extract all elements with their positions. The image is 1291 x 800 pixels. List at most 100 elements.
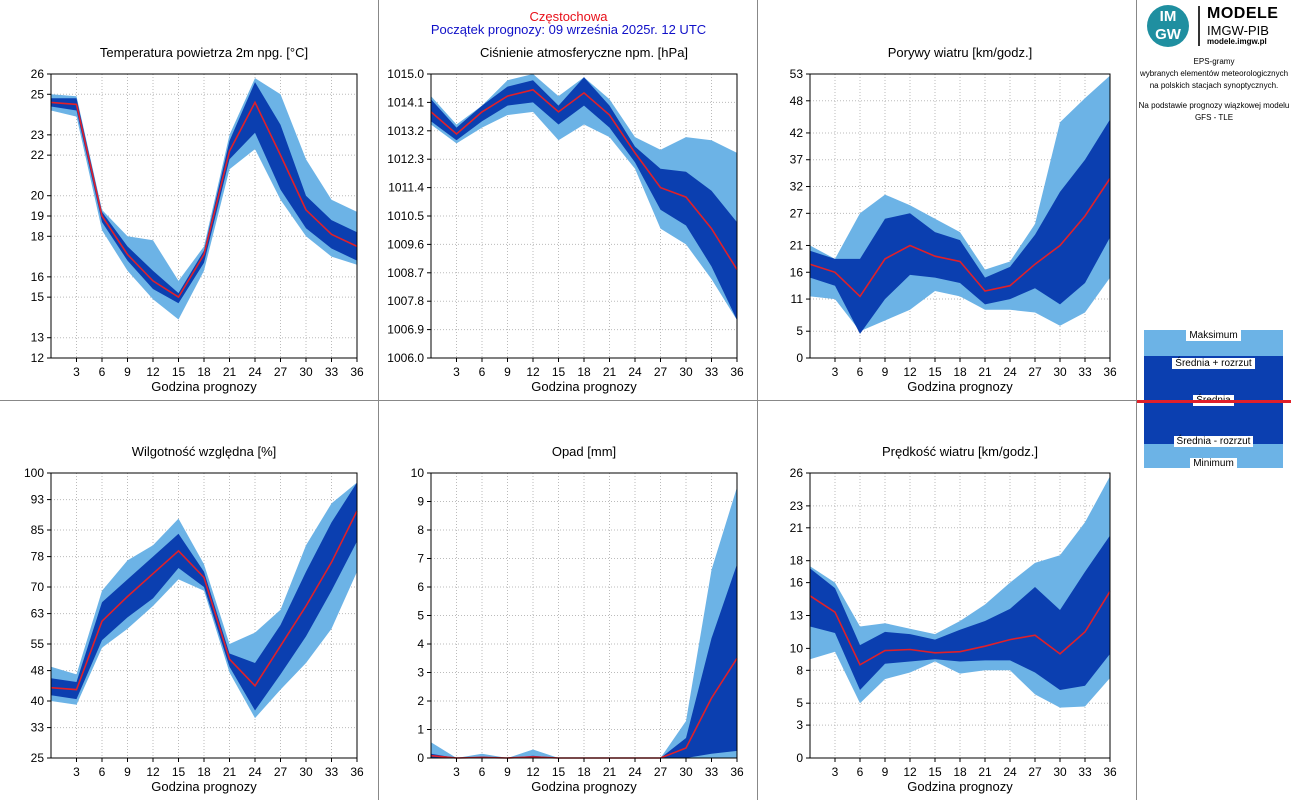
mean-line <box>809 178 1111 298</box>
y-tick-label: 1006.0 <box>387 351 424 365</box>
y-tick-label: 6 <box>417 580 424 594</box>
y-tick-label: 20 <box>31 189 45 203</box>
y-tick-label: 1012.3 <box>387 152 424 166</box>
x-tick-label: 27 <box>274 765 288 779</box>
x-tick-label: 21 <box>978 765 992 779</box>
x-tick-label: 6 <box>857 365 864 379</box>
x-tick-label: 18 <box>197 365 211 379</box>
y-tick-label: 26 <box>31 67 45 81</box>
y-tick-label: 7 <box>417 552 424 566</box>
x-tick-label: 9 <box>882 365 889 379</box>
y-tick-label: 19 <box>31 209 45 223</box>
y-tick-label: 21 <box>790 521 804 535</box>
y-tick-label: 21 <box>790 238 804 252</box>
x-tick-label: 15 <box>552 765 566 779</box>
y-tick-label: 1015.0 <box>387 67 424 81</box>
y-tick-label: 1014.1 <box>387 95 424 109</box>
x-tick-label: 30 <box>679 765 693 779</box>
y-tick-label: 78 <box>31 550 45 564</box>
x-tick-label: 6 <box>99 765 106 779</box>
y-tick-label: 9 <box>417 495 424 509</box>
y-tick-label: 100 <box>24 466 44 480</box>
legend-max: Maksimum <box>1186 330 1241 341</box>
chart-panel-2: Porywy wiatru [km/godz.]3 6 9 12 15 18 21 24 27 3… <box>790 45 1117 394</box>
x-tick-label: 18 <box>953 365 967 379</box>
y-tick-label: 1006.9 <box>387 323 424 337</box>
y-tick-label: 4 <box>417 637 424 651</box>
y-tick-label: 3 <box>417 666 424 680</box>
x-tick-label: 27 <box>274 365 288 379</box>
y-tick-label: 48 <box>790 94 804 108</box>
mean-line <box>50 100 358 299</box>
imgw-logo-badge: IM GW <box>1147 5 1189 47</box>
x-tick-label: 3 <box>73 365 80 379</box>
spread-band <box>51 482 357 711</box>
imgw-logo: IM GW MODELE IMGW-PIB modele.imgw.pl <box>1147 4 1287 48</box>
x-axis-label: Godzina prognozy <box>531 379 637 394</box>
x-tick-label: 30 <box>299 365 313 379</box>
y-tick-label: 1007.8 <box>387 294 424 308</box>
x-tick-label: 9 <box>124 365 131 379</box>
legend-mean-plus: Średnia + rozrzut <box>1172 358 1255 369</box>
y-tick-label: 11 <box>791 292 804 306</box>
logo-title: MODELE <box>1207 5 1279 22</box>
legend-min: Minimum <box>1190 458 1237 469</box>
y-tick-label: 15 <box>31 290 45 304</box>
x-tick-label: 24 <box>1003 365 1017 379</box>
y-tick-label: 25 <box>31 751 45 765</box>
x-tick-label: 12 <box>903 365 917 379</box>
chart-panel-0: Temperatura powietrza 2m npg. [°C]3 6 9 12 1… <box>31 45 364 394</box>
y-tick-label: 63 <box>31 607 45 621</box>
chart-title: Prędkość wiatru [km/godz.] <box>882 444 1038 459</box>
x-tick-label: 15 <box>172 365 186 379</box>
y-tick-label: 26 <box>790 466 804 480</box>
y-tick-label: 23 <box>31 128 45 142</box>
x-tick-label: 36 <box>350 765 364 779</box>
y-tick-label: 0 <box>796 751 803 765</box>
y-tick-label: 23 <box>790 499 804 513</box>
x-tick-label: 6 <box>479 365 486 379</box>
x-tick-label: 15 <box>172 765 186 779</box>
chart-panel-5: Prędkość wiatru [km/godz.]3 6 9 12 15 18 21 24 2… <box>790 444 1117 794</box>
chart-title: Porywy wiatru [km/godz.] <box>888 45 1033 60</box>
x-tick-label: 6 <box>857 765 864 779</box>
y-tick-label: 2 <box>417 694 424 708</box>
model-description: Na podstawie prognozy wiązkowej modelu G… <box>1138 101 1290 122</box>
x-tick-label: 9 <box>504 365 511 379</box>
x-tick-label: 9 <box>124 765 131 779</box>
y-tick-label: 16 <box>31 270 45 284</box>
x-tick-label: 36 <box>1103 365 1117 379</box>
y-tick-label: 10 <box>790 641 804 655</box>
mean-line <box>50 510 358 691</box>
x-tick-label: 18 <box>577 365 591 379</box>
description-text: EPS-gramy wybranych elementów meteorolog… <box>1139 57 1289 90</box>
x-tick-label: 6 <box>99 365 106 379</box>
x-axis-label: Godzina prognozy <box>907 779 1013 794</box>
x-tick-label: 18 <box>577 765 591 779</box>
x-tick-label: 15 <box>928 765 942 779</box>
y-tick-label: 0 <box>417 751 424 765</box>
y-tick-label: 16 <box>790 265 804 279</box>
y-tick-label: 70 <box>31 580 45 594</box>
x-tick-label: 30 <box>679 365 693 379</box>
logo-subtitle: IMGW-PIB <box>1207 23 1269 38</box>
spread-band <box>431 564 737 758</box>
y-tick-label: 8 <box>417 523 424 537</box>
spread-band <box>431 77 737 321</box>
legend-mean-minus: Średnia - rozrzut <box>1173 436 1254 447</box>
y-tick-label: 8 <box>796 663 803 677</box>
x-tick-label: 27 <box>1028 365 1042 379</box>
x-tick-label: 12 <box>146 365 160 379</box>
y-tick-label: 22 <box>31 148 45 162</box>
x-tick-label: 24 <box>1003 765 1017 779</box>
y-tick-label: 1009.6 <box>387 237 424 251</box>
mean-line <box>430 88 738 271</box>
x-tick-label: 3 <box>832 765 839 779</box>
y-tick-label: 85 <box>31 523 45 537</box>
x-tick-label: 30 <box>1053 365 1067 379</box>
y-tick-label: 1 <box>417 723 424 737</box>
logo-url[interactable]: modele.imgw.pl <box>1207 37 1267 46</box>
x-tick-label: 21 <box>603 365 617 379</box>
x-tick-label: 12 <box>526 365 540 379</box>
x-tick-label: 3 <box>453 365 460 379</box>
